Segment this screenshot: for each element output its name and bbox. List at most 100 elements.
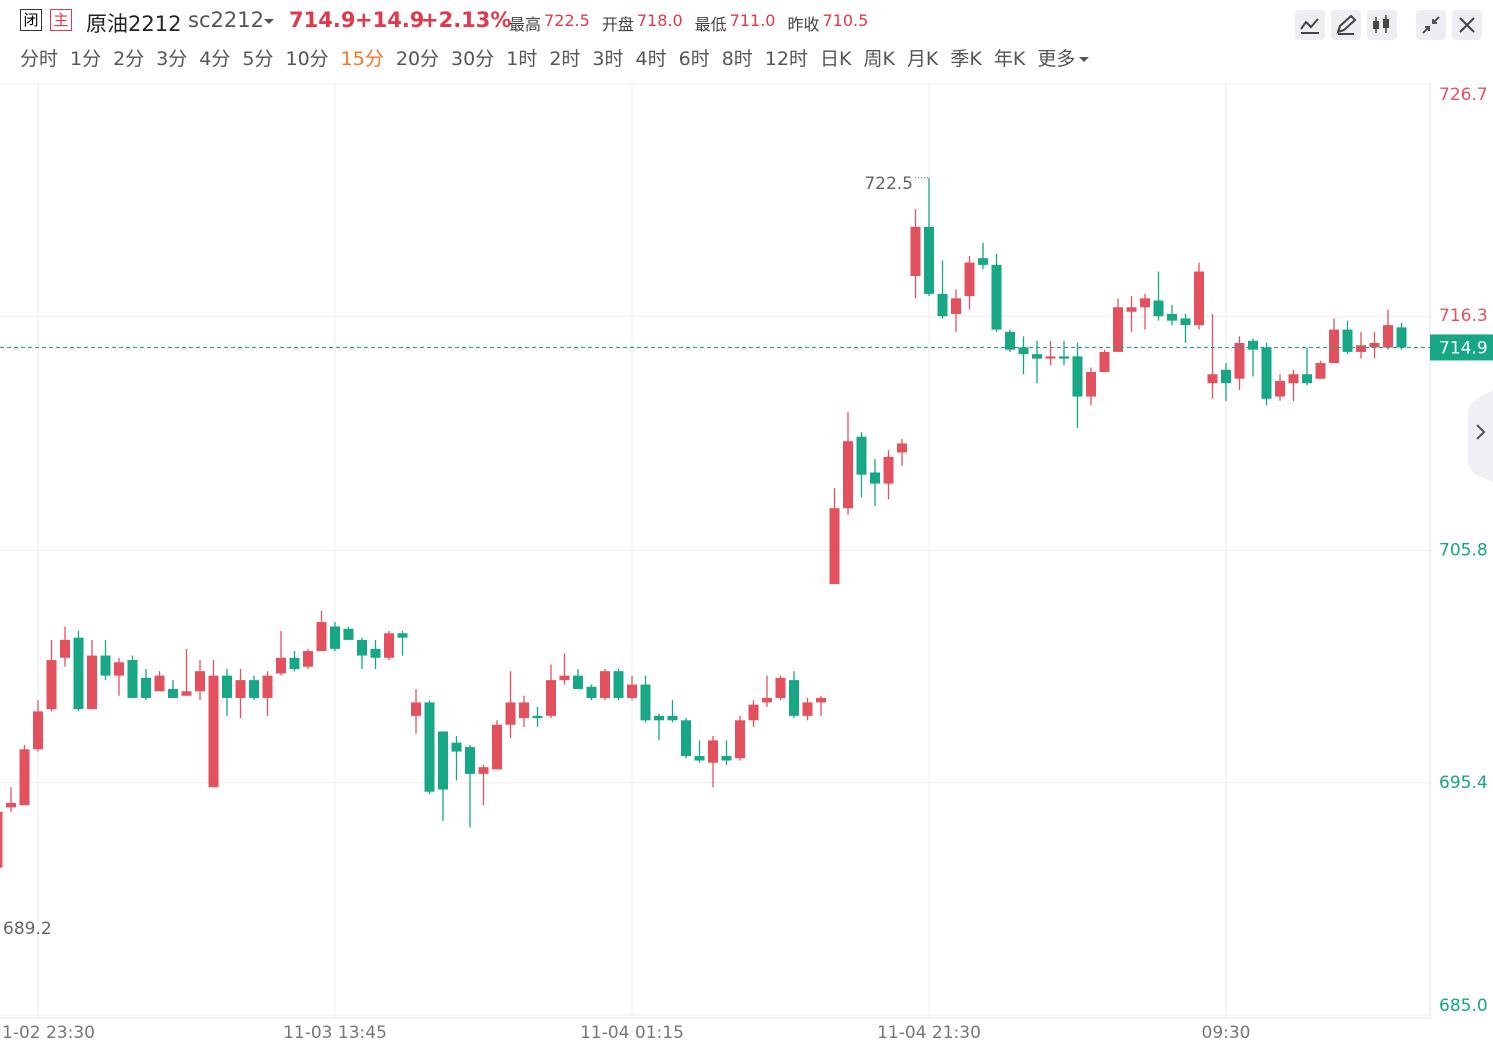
period-option[interactable]: 10分 bbox=[285, 48, 329, 70]
candle-body bbox=[46, 660, 57, 710]
candle-body bbox=[1207, 374, 1218, 384]
candle-body bbox=[883, 456, 894, 484]
candle-body bbox=[370, 648, 381, 658]
stat-label: 开盘 bbox=[601, 15, 634, 34]
candle-body bbox=[1140, 298, 1150, 308]
last-price-box bbox=[1430, 334, 1493, 361]
candle-body bbox=[1072, 356, 1083, 397]
candle-body bbox=[451, 742, 462, 752]
candle-body bbox=[343, 628, 354, 640]
period-option[interactable]: 3时 bbox=[592, 48, 624, 70]
price: 714.9 bbox=[289, 8, 356, 32]
tool-button[interactable] bbox=[1331, 10, 1361, 40]
stat-label: 昨收 bbox=[787, 15, 820, 34]
y-tick-label: 685.0 bbox=[1439, 996, 1488, 1016]
period-option[interactable]: 30分 bbox=[451, 48, 495, 70]
candle-body bbox=[654, 715, 664, 721]
x-tick-label: 09:30 bbox=[1202, 1023, 1251, 1043]
candle-body bbox=[964, 262, 975, 297]
candle-body bbox=[1086, 372, 1096, 397]
stat-value: 722.5 bbox=[544, 11, 590, 30]
toolbar bbox=[1295, 10, 1482, 40]
candle-body bbox=[1234, 342, 1245, 379]
tool-button[interactable] bbox=[1295, 10, 1325, 40]
candle-body bbox=[789, 680, 799, 716]
tool-button[interactable] bbox=[1367, 10, 1397, 40]
candle-body bbox=[127, 660, 138, 698]
candle-body bbox=[802, 702, 813, 716]
candle-body bbox=[276, 657, 286, 674]
period-option[interactable]: 周K bbox=[863, 48, 895, 70]
candle-body bbox=[748, 704, 759, 721]
period-option[interactable]: 日K bbox=[819, 48, 852, 70]
status-badge: 闭 bbox=[20, 9, 42, 31]
candle-body bbox=[1396, 327, 1407, 348]
candle-body bbox=[1275, 380, 1285, 397]
x-tick-label: 11-04 21:30 bbox=[877, 1023, 981, 1043]
period-option[interactable]: 1时 bbox=[506, 48, 538, 70]
candle-body bbox=[6, 802, 16, 808]
mode-badge[interactable]: 主 bbox=[50, 9, 72, 31]
candle-body bbox=[1180, 318, 1191, 326]
period-option[interactable]: 月K bbox=[906, 48, 939, 70]
y-tick-label: 705.8 bbox=[1439, 541, 1488, 561]
side-tab[interactable] bbox=[1468, 390, 1493, 482]
candle-body bbox=[316, 622, 327, 652]
period-option[interactable]: 8时 bbox=[721, 48, 753, 70]
period-option[interactable]: 4时 bbox=[635, 48, 667, 70]
period-option[interactable]: 2分 bbox=[113, 48, 145, 70]
period-option[interactable]: 2时 bbox=[549, 48, 581, 70]
candle-body bbox=[114, 662, 124, 676]
candle-body bbox=[100, 655, 111, 676]
stat-label: 最高 bbox=[509, 15, 542, 34]
period-option[interactable]: 6时 bbox=[678, 48, 710, 70]
period-option[interactable]: 12时 bbox=[764, 48, 808, 70]
stats: 最高 722.5 开盘 718.0 最低 711.0 昨收 710.5 bbox=[509, 11, 880, 35]
candle-body bbox=[1099, 351, 1110, 373]
candle-body bbox=[519, 702, 529, 719]
candle-body bbox=[249, 680, 259, 698]
period-option[interactable]: 更多 bbox=[1037, 44, 1090, 71]
candle-body bbox=[1342, 329, 1353, 352]
dropdown-arrow[interactable] bbox=[263, 18, 275, 26]
period-option[interactable]: 5分 bbox=[242, 48, 274, 70]
stat-value: 718.0 bbox=[636, 11, 683, 30]
stat-value: 710.5 bbox=[822, 11, 869, 30]
close-button[interactable] bbox=[1452, 10, 1482, 40]
x-tick-label: 1-02 23:30 bbox=[2, 1023, 95, 1043]
candle-body bbox=[937, 293, 948, 317]
candle-body bbox=[816, 697, 826, 703]
period-option[interactable]: 季K bbox=[950, 48, 982, 70]
candle-body bbox=[1194, 271, 1204, 326]
candle-body bbox=[1153, 300, 1164, 317]
candle-body bbox=[235, 680, 246, 698]
candle-body bbox=[1356, 345, 1366, 352]
candle-body bbox=[60, 639, 70, 658]
candle-body bbox=[951, 298, 961, 314]
candle-body bbox=[762, 697, 772, 703]
period-option[interactable]: 4分 bbox=[199, 48, 231, 70]
candle-body bbox=[1126, 307, 1137, 312]
period-option[interactable]: 1分 bbox=[70, 48, 102, 70]
instrument-code[interactable]: sc2212 bbox=[188, 8, 264, 32]
period-option[interactable]: 15分 bbox=[340, 48, 384, 70]
candle-body bbox=[924, 226, 934, 294]
dropdown-arrow[interactable] bbox=[1078, 56, 1090, 64]
candle-body bbox=[546, 680, 556, 716]
period-option[interactable]: 3分 bbox=[156, 48, 188, 70]
period-option[interactable]: 20分 bbox=[395, 48, 440, 70]
y-tick-label: 695.4 bbox=[1439, 773, 1488, 793]
candle-body bbox=[330, 626, 340, 649]
candle-body bbox=[600, 671, 610, 698]
candle-body bbox=[357, 639, 367, 656]
candle-body bbox=[843, 441, 853, 509]
candle-body bbox=[0, 811, 3, 868]
period-option[interactable]: 分时 bbox=[20, 48, 59, 70]
stat-value: 711.0 bbox=[729, 11, 776, 30]
candle-body bbox=[559, 675, 570, 681]
period-option[interactable]: 年K bbox=[993, 48, 1026, 70]
period-bar: 分时 1分 2分 3分 4分 5分 10分 15分 20分 30分 1时 2时 3时 4时 6时 8时 12时日… bbox=[20, 44, 1090, 71]
collapse-button[interactable] bbox=[1416, 10, 1446, 40]
candle-body bbox=[640, 684, 651, 721]
